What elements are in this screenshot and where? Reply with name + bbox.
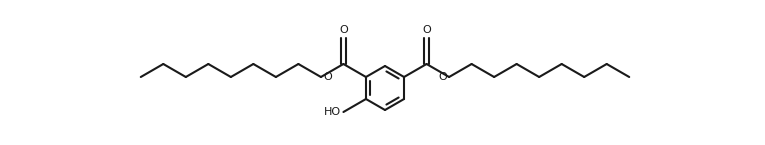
Text: O: O (422, 25, 431, 35)
Text: HO: HO (324, 107, 341, 117)
Text: O: O (339, 25, 348, 35)
Text: O: O (438, 72, 447, 82)
Text: O: O (323, 72, 332, 82)
